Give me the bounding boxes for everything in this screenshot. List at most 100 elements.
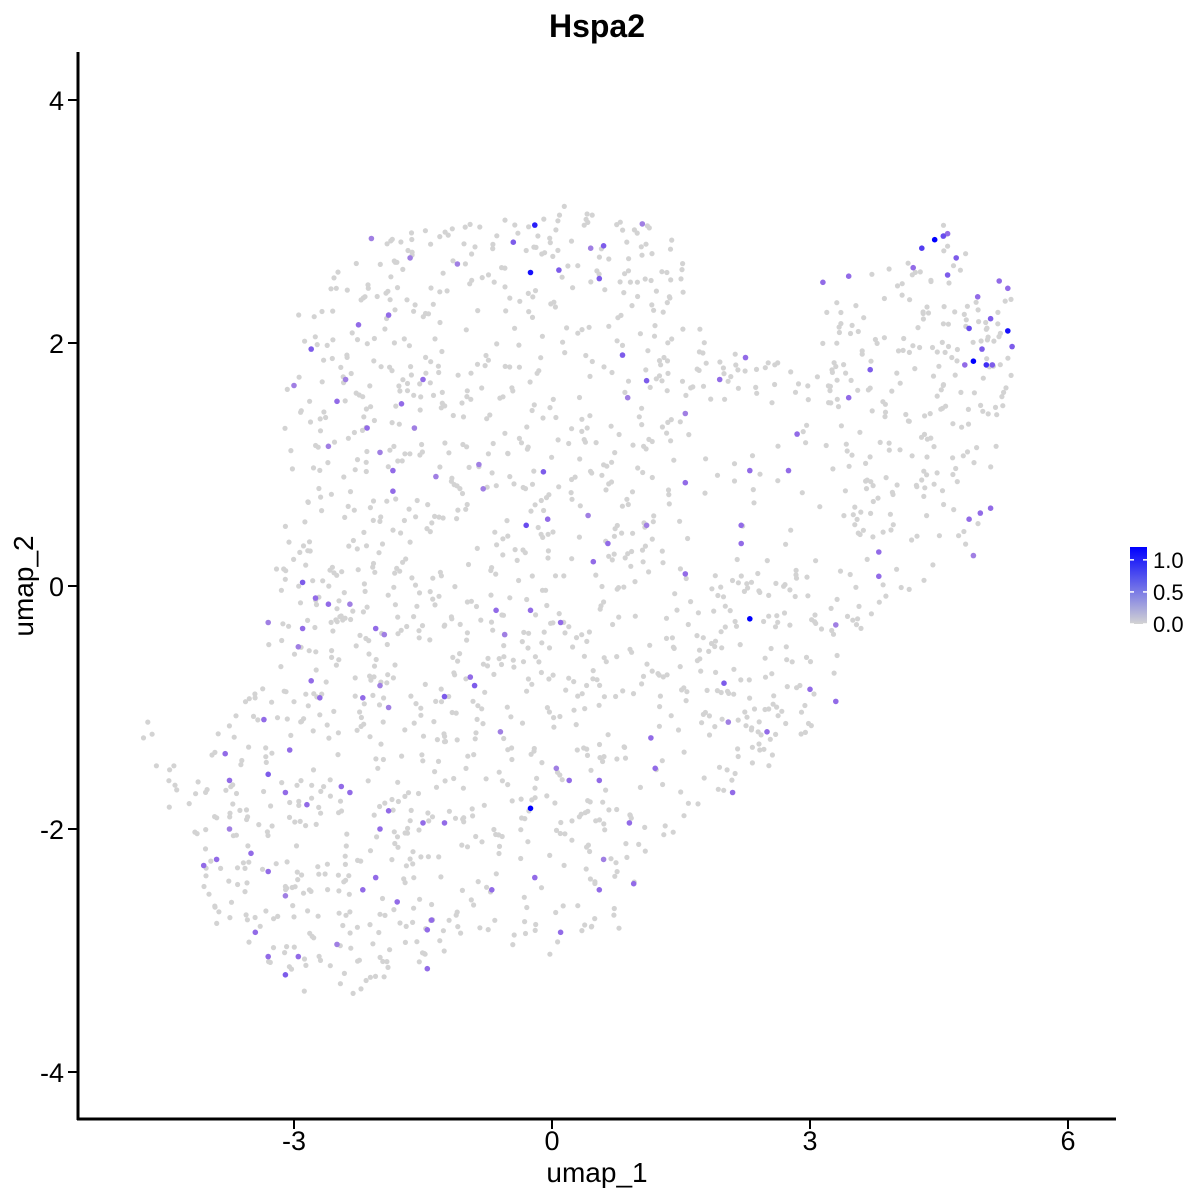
cell-point: [463, 765, 469, 772]
cell-point: [242, 699, 249, 705]
cell-point: [297, 818, 303, 825]
cell-point: [449, 475, 455, 481]
cell-point: [453, 710, 459, 716]
cell-point: [275, 913, 281, 920]
cell-point: [373, 656, 379, 663]
cell-point: [298, 778, 304, 784]
cell-point: [522, 930, 529, 937]
cell-point: [596, 702, 602, 708]
cell-point: [644, 661, 650, 667]
cell-point: [167, 767, 173, 773]
cell-point: [402, 451, 408, 457]
cell-point: [561, 573, 567, 579]
cell-point: [436, 369, 442, 376]
cell-point: [609, 557, 615, 563]
cell-point: [835, 404, 842, 410]
cell-point: [934, 470, 940, 476]
cell-point: [757, 471, 763, 477]
cell-point: [623, 841, 629, 847]
cell-point: [293, 843, 300, 849]
cell-point: [803, 440, 809, 446]
cell-point: [510, 657, 516, 663]
cell-point: [536, 368, 542, 374]
cell-point: [396, 421, 402, 427]
cell-point: [405, 825, 411, 832]
cell-point: [432, 769, 438, 775]
cell-point: [576, 394, 583, 401]
cell-point: [588, 279, 594, 285]
cell-point: [545, 548, 552, 554]
cell-point: [665, 487, 672, 493]
cell-point: [627, 279, 634, 285]
cell-point: [834, 377, 840, 383]
expressing-cell-point: [626, 820, 633, 826]
cell-point: [385, 672, 391, 678]
expressing-cell-point: [966, 325, 972, 332]
cell-point: [886, 440, 892, 446]
cell-point: [529, 314, 536, 320]
cell-point: [666, 501, 672, 507]
cell-point: [361, 529, 367, 536]
cell-point: [566, 675, 572, 681]
cell-point: [549, 454, 555, 460]
cell-point: [613, 860, 619, 866]
cell-point: [527, 379, 533, 385]
cell-point: [339, 569, 345, 575]
cell-point: [478, 617, 484, 623]
cell-point: [569, 496, 575, 502]
cell-point: [514, 557, 520, 564]
cell-point: [309, 782, 315, 788]
cell-point: [611, 551, 617, 557]
cell-point: [274, 715, 281, 721]
cell-point: [883, 475, 889, 481]
cell-point: [594, 677, 600, 683]
cell-point: [533, 612, 539, 618]
cell-point: [202, 846, 209, 852]
cell-point: [579, 428, 585, 434]
expressing-cell-point: [385, 312, 392, 318]
cell-point: [629, 649, 635, 655]
cell-point: [412, 582, 419, 588]
cell-point: [725, 378, 731, 384]
expressing-cell-point: [544, 516, 551, 522]
expressing-cell-point: [977, 510, 984, 516]
cell-point: [532, 785, 538, 791]
cell-point: [984, 356, 990, 362]
cell-point: [331, 708, 337, 715]
cell-point: [472, 244, 478, 250]
cell-point: [606, 256, 612, 262]
cell-point: [395, 844, 401, 850]
cell-point: [331, 570, 337, 576]
expressing-cell-point: [342, 376, 349, 383]
cell-point: [750, 487, 756, 493]
cell-point: [341, 970, 347, 977]
cell-point: [544, 793, 550, 799]
cell-point: [479, 275, 485, 281]
cell-point: [420, 314, 426, 320]
cell-point: [649, 474, 655, 481]
cell-point: [371, 663, 378, 669]
cell-point: [954, 346, 961, 353]
cell-point: [301, 988, 307, 994]
cell-point: [594, 268, 600, 274]
cell-point: [877, 439, 883, 445]
expressing-cell-point: [630, 880, 637, 887]
cell-point: [586, 324, 592, 330]
cell-point: [921, 468, 927, 474]
cell-point: [738, 677, 744, 683]
cell-point: [961, 528, 967, 535]
cell-point: [457, 651, 463, 657]
cell-point: [529, 407, 535, 414]
cell-point: [342, 861, 348, 868]
cell-point: [805, 383, 811, 389]
cell-point: [411, 308, 417, 314]
cell-point: [416, 590, 423, 596]
cell-point: [713, 669, 719, 676]
cell-point: [485, 927, 491, 933]
cell-point: [597, 755, 603, 761]
cell-point: [632, 613, 638, 619]
cell-point: [505, 782, 511, 788]
cell-point: [715, 786, 721, 792]
expressing-cell-point: [540, 469, 547, 475]
